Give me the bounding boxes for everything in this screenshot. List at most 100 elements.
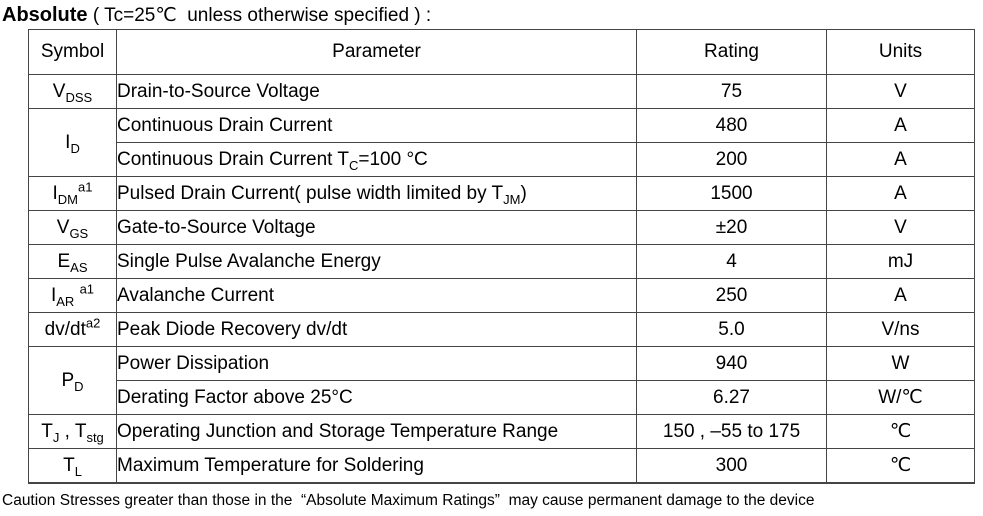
table-row: TL Maximum Temperature for Soldering 300 ℃ [28,448,975,484]
rating-cell: 4 [636,244,827,279]
symbol-subscript: GS [69,225,89,241]
symbol-subscript: AS [70,259,88,275]
parameter-cell: Operating Junction and Storage Temperatu… [116,414,637,449]
text-segment: Single Pulse Avalanche Energy [117,250,381,272]
text-segment: ) [520,182,527,204]
parameter-cell: Derating Factor above 25°C [116,380,637,415]
text-segment: , T [59,420,87,442]
symbol-cell: EAS [28,244,117,279]
text-segment: Derating Factor above 25°C [117,386,353,408]
text-segment: Power Dissipation [117,352,270,374]
symbol-superscript: a2 [85,315,101,331]
parameter-cell: Single Pulse Avalanche Energy [116,244,637,279]
header-rating: Rating [636,29,827,75]
text-segment: P [61,369,75,391]
text-segment: V [56,216,70,238]
text-segment: =100 °C [358,148,428,170]
rating-cell: 75 [636,74,827,109]
units-cell: A [826,278,975,313]
absolute-maximum-ratings-table: Symbol Parameter Rating Units VDSS Drain-… [28,29,975,484]
text-segment: I [50,284,57,306]
symbol-subscript: L [74,463,82,479]
table-row: ID Continuous Drain Current 480 A [28,108,975,177]
units-cell: A [826,142,975,177]
units-cell: A [826,108,975,143]
text-segment: Avalanche Current [117,284,275,306]
units-cell: V/ns [826,312,975,347]
symbol-cell: VDSS [28,74,117,109]
text-segment: Peak Diode Recovery dv/dt [117,318,348,340]
caution-note: Caution Stresses greater than those in t… [2,492,815,509]
title-lead: Absolute [2,4,88,26]
symbol-cell: VGS [28,210,117,245]
text-segment: Gate-to-Source Voltage [117,216,316,238]
text-segment: E [57,250,71,272]
text-segment: Continuous Drain Current T [117,148,349,170]
symbol-cell: TJ , Tstg [28,414,117,449]
header-units: Units [826,29,975,75]
symbol-subscript: AR [56,293,75,309]
rating-cell: 480 [636,108,827,143]
symbol-cell: IAR a1 [28,278,117,313]
table-row: EAS Single Pulse Avalanche Energy 4 mJ [28,244,975,279]
table-row: VGS Gate-to-Source Voltage ±20 V [28,210,975,245]
symbol-subscript: DSS [65,89,93,105]
table-row: Continuous Drain Current TC=100 °C 200 A [29,142,975,177]
text-segment: Continuous Drain Current [117,114,333,136]
parameter-cell: Gate-to-Source Voltage [116,210,637,245]
table-row: TJ , Tstg Operating Junction and Storage … [28,414,975,449]
parameter-cell: Drain-to-Source Voltage [116,74,637,109]
rating-cell: 940 [636,346,827,381]
units-cell: A [826,176,975,211]
text-segment: Drain-to-Source Voltage [117,80,320,102]
symbol-cell: IDMa1 [28,176,117,211]
rating-cell: 5.0 [636,312,827,347]
units-cell: mJ [826,244,975,279]
symbol-superscript: a1 [79,281,95,297]
text-segment: V [52,80,66,102]
symbol-cell: dv/dta2 [28,312,117,347]
symbol-subscript: D [74,378,84,394]
symbol-subscript: DM [57,191,79,207]
text-segment: I [52,182,58,204]
symbol-cell: TL [28,448,117,484]
rating-cell: 150 , –55 to 175 [636,414,827,449]
text-segment: Maximum Temperature for Soldering [117,454,424,476]
header-parameter: Parameter [116,29,637,75]
symbol-subscript: JM [503,191,521,207]
table-row: PD Power Dissipation 940 W [28,346,975,415]
title-condition: ( Tc=25℃ unless otherwise specified ) : [87,5,432,26]
symbol-subscript: J [52,429,60,445]
parameter-cell: Avalanche Current [116,278,637,313]
table-row: IAR a1 Avalanche Current 250 A [28,278,975,313]
units-cell: W [826,346,975,381]
units-cell: ℃ [826,414,975,449]
symbol-cell: PD [28,346,117,415]
rating-cell: ±20 [636,210,827,245]
units-cell: ℃ [826,448,975,484]
header-symbol: Symbol [28,29,117,75]
symbol-superscript: a1 [78,179,93,195]
parameter-cell: Continuous Drain Current [116,108,637,143]
rating-cell: 1500 [636,176,827,211]
units-cell: W/℃ [826,380,975,415]
text-segment: T [41,420,53,442]
parameter-cell: Pulsed Drain Current( pulse width limite… [116,176,637,211]
table-row: IDMa1 Pulsed Drain Current( pulse width l… [28,176,975,211]
text-segment: I [65,131,71,153]
table-header-row: Symbol Parameter Rating Units [28,29,975,75]
text-segment: T [63,454,75,476]
page-title: Absolute ( Tc=25℃ unless otherwise speci… [0,2,983,29]
parameter-cell: Maximum Temperature for Soldering [116,448,637,484]
table-row: dv/dta2 Peak Diode Recovery dv/dt 5.0 V/ns [28,312,975,347]
text-segment: dv/dt [44,318,86,340]
table-row: VDSS Drain-to-Source Voltage 75 V [28,74,975,109]
parameter-cell: Peak Diode Recovery dv/dt [116,312,637,347]
rating-cell: 6.27 [636,380,827,415]
rating-cell: 200 [636,142,827,177]
parameter-cell: Continuous Drain Current TC=100 °C [116,142,637,177]
symbol-subscript: D [70,140,80,156]
symbol-cell: ID [28,108,117,177]
symbol-subscript: stg [86,429,104,445]
